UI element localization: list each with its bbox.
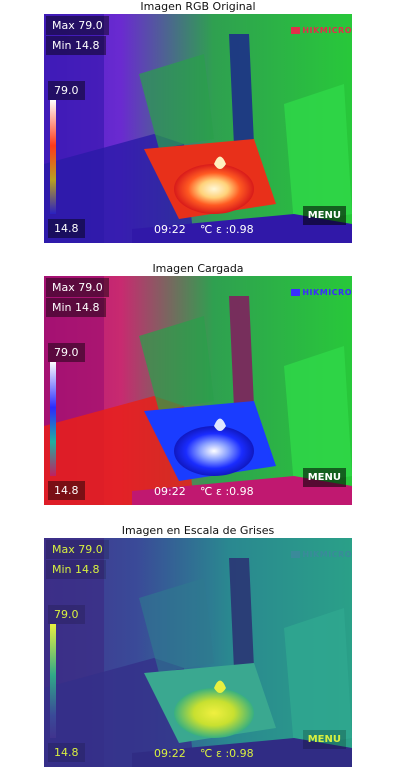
time-label: 09:22 xyxy=(154,747,186,760)
unit-label: ℃ xyxy=(200,485,213,498)
scale-min-label: 14.8 xyxy=(48,219,85,238)
brand-logo: HIKMICRO xyxy=(291,550,352,559)
scale-min-label: 14.8 xyxy=(48,481,85,500)
min-temp-label: Min 14.8 xyxy=(46,36,106,55)
time-label: 09:22 xyxy=(154,223,186,236)
emissivity-label: ε :0.98 xyxy=(216,747,254,760)
brand-logo: HIKMICRO xyxy=(291,26,352,35)
max-temp-label: Max 79.0 xyxy=(46,540,109,559)
brand-mark-icon xyxy=(291,551,301,558)
unit-label: ℃ xyxy=(200,747,213,760)
color-scale-bar xyxy=(50,624,56,738)
brand-logo: HIKMICRO xyxy=(291,288,352,297)
emissivity-label: ε :0.98 xyxy=(216,485,254,498)
time-label: 09:22 xyxy=(154,485,186,498)
min-temp-label: Min 14.8 xyxy=(46,298,106,317)
thermal-image-grayscale: Max 79.0 Min 14.8 79.0 14.8 09:22 ℃ ε :0… xyxy=(44,538,352,767)
scale-max-label: 79.0 xyxy=(48,343,85,362)
thermal-image-loaded: Max 79.0 Min 14.8 79.0 14.8 09:22 ℃ ε :0… xyxy=(44,276,352,505)
emissivity-label: ε :0.98 xyxy=(216,223,254,236)
thermal-scene xyxy=(44,538,352,767)
scale-min-label: 14.8 xyxy=(48,743,85,762)
thermal-image-original: Max 79.0 Min 14.8 79.0 14.8 09:22 ℃ ε :0… xyxy=(44,14,352,243)
brand-name: HIKMICRO xyxy=(302,26,352,35)
scale-max-label: 79.0 xyxy=(48,81,85,100)
brand-mark-icon xyxy=(291,289,301,296)
menu-button[interactable]: MENU xyxy=(302,730,346,749)
min-temp-label: Min 14.8 xyxy=(46,560,106,579)
menu-button[interactable]: MENU xyxy=(302,206,346,225)
brand-mark-icon xyxy=(291,27,301,34)
brand-name: HIKMICRO xyxy=(302,288,352,297)
panel-title: Imagen en Escala de Grises xyxy=(121,524,275,537)
scale-max-label: 79.0 xyxy=(48,605,85,624)
menu-button[interactable]: MENU xyxy=(302,468,346,487)
color-scale-bar xyxy=(50,362,56,476)
brand-name: HIKMICRO xyxy=(302,550,352,559)
max-temp-label: Max 79.0 xyxy=(46,278,109,297)
thermal-scene xyxy=(44,14,352,243)
panel-title: Imagen RGB Original xyxy=(140,0,256,13)
max-temp-label: Max 79.0 xyxy=(46,16,109,35)
unit-label: ℃ xyxy=(200,223,213,236)
color-scale-bar xyxy=(50,100,56,214)
panel-title: Imagen Cargada xyxy=(152,262,244,275)
